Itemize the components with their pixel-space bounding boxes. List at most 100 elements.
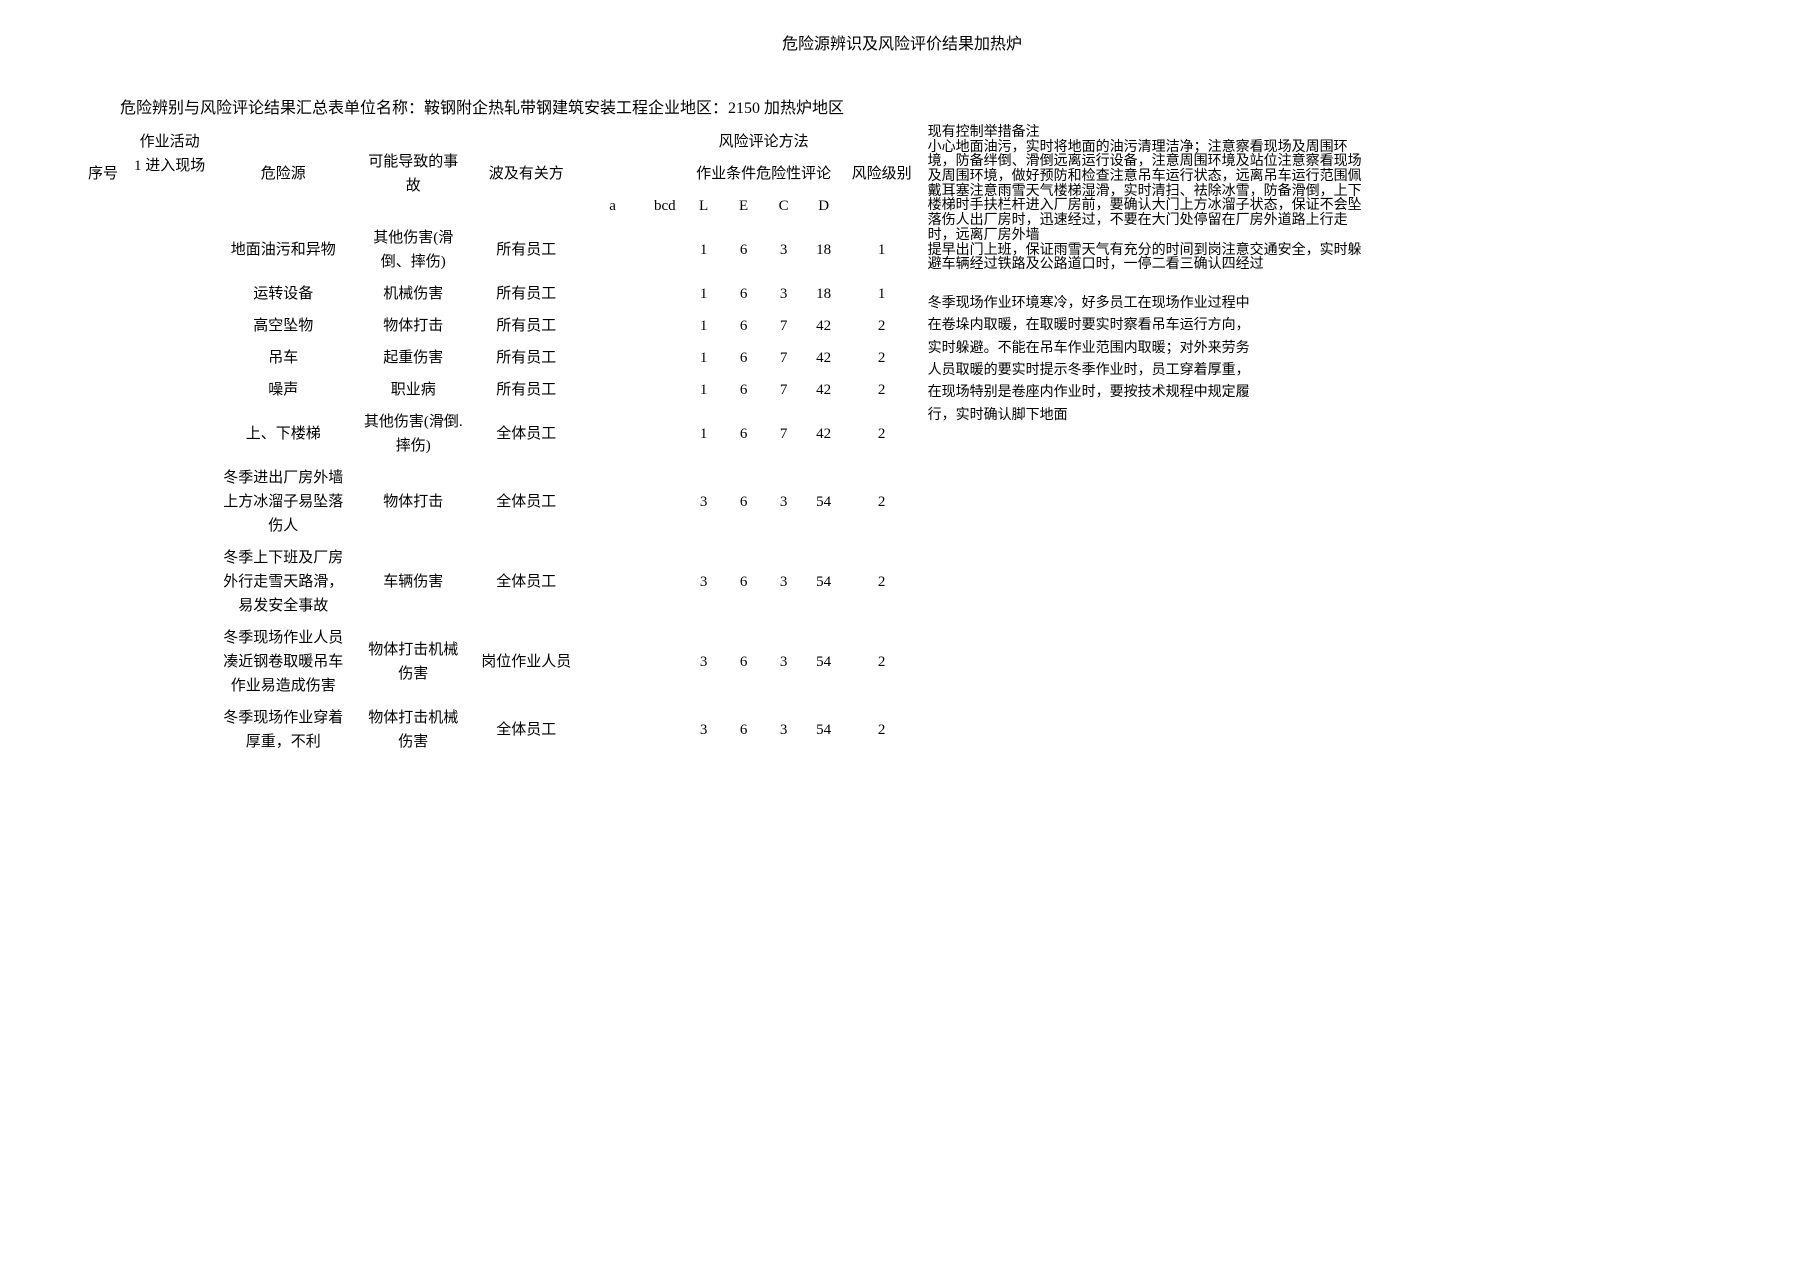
- note-line: 在现场特别是卷座内作业时，要按技术规程中规定履: [928, 382, 1362, 404]
- cell-activity: [126, 622, 213, 702]
- th-hazard: 危险源: [213, 126, 353, 222]
- cell-hazard: 上、下楼梯: [213, 406, 353, 462]
- cell-L: 1: [684, 278, 724, 310]
- control-remark-header: 现有控制举措备注: [928, 126, 1362, 141]
- notes-tight: 小心地面油污，实时将地面的油污清理洁净；注意察看现场及周围环境，防备绊倒、滑倒远…: [928, 141, 1362, 273]
- cell-E: 6: [724, 462, 764, 542]
- cell-bcd: [646, 542, 684, 622]
- th-level: 风险级别: [844, 126, 920, 222]
- cell-accident: 机械伤害: [353, 278, 473, 310]
- note-line: 在卷垛内取暖，在取暖时要实时察看吊车运行方向，: [928, 315, 1362, 337]
- summary-line: 危险辨别与风险评论结果汇总表单位名称：鞍钢附企热轧带钢建筑安装工程企业地区：21…: [120, 94, 1784, 118]
- cell-involved: 所有员工: [473, 310, 579, 342]
- cell-hazard: 高空坠物: [213, 310, 353, 342]
- cell-activity: [126, 374, 213, 406]
- table-row: 地面油污和异物其他伤害(滑倒、摔伤)所有员工163181: [80, 222, 920, 278]
- cell-level: 2: [844, 406, 920, 462]
- cell-D: 54: [804, 622, 844, 702]
- table-row: 冬季现场作业穿着厚重，不利物体打击机械伤害全体员工363542: [80, 702, 920, 758]
- cell-L: 3: [684, 542, 724, 622]
- cell-L: 3: [684, 462, 724, 542]
- cell-hazard: 地面油污和异物: [213, 222, 353, 278]
- risk-table: 序号 作业活动 1 进入现场 危险源 可能导致的事故 波及有关方 a bcd 风…: [80, 126, 920, 758]
- cell-level: 1: [844, 222, 920, 278]
- cell-seq: [80, 342, 126, 374]
- th-remark: 备注: [1012, 125, 1040, 140]
- cell-bcd: [646, 222, 684, 278]
- cell-bcd: [646, 374, 684, 406]
- cell-E: 6: [724, 374, 764, 406]
- note-line: 楼梯时手扶栏杆进入厂房前，要确认大门上方冰溜子状态，保证不会坠: [928, 199, 1362, 214]
- cell-L: 3: [684, 702, 724, 758]
- cell-a: [579, 374, 646, 406]
- cell-hazard: 冬季进出厂房外墙上方冰溜子易坠落伤人: [213, 462, 353, 542]
- cell-activity: [126, 222, 213, 278]
- cell-involved: 所有员工: [473, 222, 579, 278]
- cell-seq: [80, 278, 126, 310]
- cell-hazard: 冬季现场作业人员凑近钢卷取暖吊车作业易造成伤害: [213, 622, 353, 702]
- th-activity: 作业活动 1 进入现场: [126, 126, 213, 222]
- cell-seq: [80, 374, 126, 406]
- table-body: 地面油污和异物其他伤害(滑倒、摔伤)所有员工163181运转设备机械伤害所有员工…: [80, 222, 920, 758]
- cell-C: 7: [764, 342, 804, 374]
- cell-D: 54: [804, 702, 844, 758]
- cell-seq: [80, 462, 126, 542]
- cell-bcd: [646, 622, 684, 702]
- cell-level: 2: [844, 702, 920, 758]
- cell-E: 6: [724, 310, 764, 342]
- note-line: 提早出门上班，保证雨雪天气有充分的时间到岗注意交通安全，实时躲: [928, 244, 1362, 259]
- note-line: 落伤人出厂房时，迅速经过，不要在大门处停留在厂房外道路上行走: [928, 214, 1362, 229]
- table-row: 冬季上下班及厂房外行走雪天路滑，易发安全事故车辆伤害全体员工363542: [80, 542, 920, 622]
- cell-D: 42: [804, 342, 844, 374]
- cell-accident: 车辆伤害: [353, 542, 473, 622]
- cell-C: 3: [764, 222, 804, 278]
- th-seq: 序号: [80, 126, 126, 222]
- cell-hazard: 噪声: [213, 374, 353, 406]
- cell-bcd: [646, 406, 684, 462]
- note-line: 及周围环境，做好预防和检查注意吊车运行状态，远离吊车运行范围佩: [928, 170, 1362, 185]
- table-row: 上、下楼梯其他伤害(滑倒.摔伤)全体员工167422: [80, 406, 920, 462]
- cell-accident: 其他伤害(滑倒、摔伤): [353, 222, 473, 278]
- cell-C: 3: [764, 702, 804, 758]
- cell-activity: [126, 702, 213, 758]
- cell-a: [579, 702, 646, 758]
- cell-seq: [80, 406, 126, 462]
- cell-bcd: [646, 342, 684, 374]
- cell-level: 2: [844, 542, 920, 622]
- cell-seq: [80, 702, 126, 758]
- cell-L: 1: [684, 406, 724, 462]
- cell-accident: 职业病: [353, 374, 473, 406]
- cell-a: [579, 406, 646, 462]
- cell-involved: 全体员工: [473, 406, 579, 462]
- content-layout: 序号 作业活动 1 进入现场 危险源 可能导致的事故 波及有关方 a bcd 风…: [20, 126, 1784, 758]
- cell-D: 42: [804, 374, 844, 406]
- th-involved: 波及有关方: [473, 126, 579, 222]
- cell-a: [579, 462, 646, 542]
- cell-involved: 全体员工: [473, 702, 579, 758]
- table-row: 运转设备机械伤害所有员工163181: [80, 278, 920, 310]
- cell-activity: [126, 278, 213, 310]
- cell-activity: [126, 542, 213, 622]
- cell-L: 3: [684, 622, 724, 702]
- cell-accident: 物体打击机械伤害: [353, 622, 473, 702]
- cell-level: 2: [844, 310, 920, 342]
- cell-bcd: [646, 278, 684, 310]
- th-bcd: bcd: [646, 126, 684, 222]
- document-title: 危险源辨识及风险评价结果加热炉: [20, 30, 1784, 54]
- cell-level: 2: [844, 342, 920, 374]
- cell-seq: [80, 622, 126, 702]
- cell-bcd: [646, 702, 684, 758]
- table-row: 噪声职业病所有员工167422: [80, 374, 920, 406]
- note-line: 实时躲避。不能在吊车作业范围内取暖；对外来劳务: [928, 338, 1362, 360]
- cell-E: 6: [724, 542, 764, 622]
- cell-hazard: 冬季上下班及厂房外行走雪天路滑，易发安全事故: [213, 542, 353, 622]
- cell-accident: 物体打击: [353, 310, 473, 342]
- cell-bcd: [646, 462, 684, 542]
- cell-involved: 岗位作业人员: [473, 622, 579, 702]
- cell-D: 54: [804, 542, 844, 622]
- note-line: 避车辆经过铁路及公路道口时，一停二看三确认四经过: [928, 258, 1362, 273]
- cell-E: 6: [724, 222, 764, 278]
- cell-involved: 全体员工: [473, 462, 579, 542]
- cell-E: 6: [724, 702, 764, 758]
- cell-involved: 所有员工: [473, 278, 579, 310]
